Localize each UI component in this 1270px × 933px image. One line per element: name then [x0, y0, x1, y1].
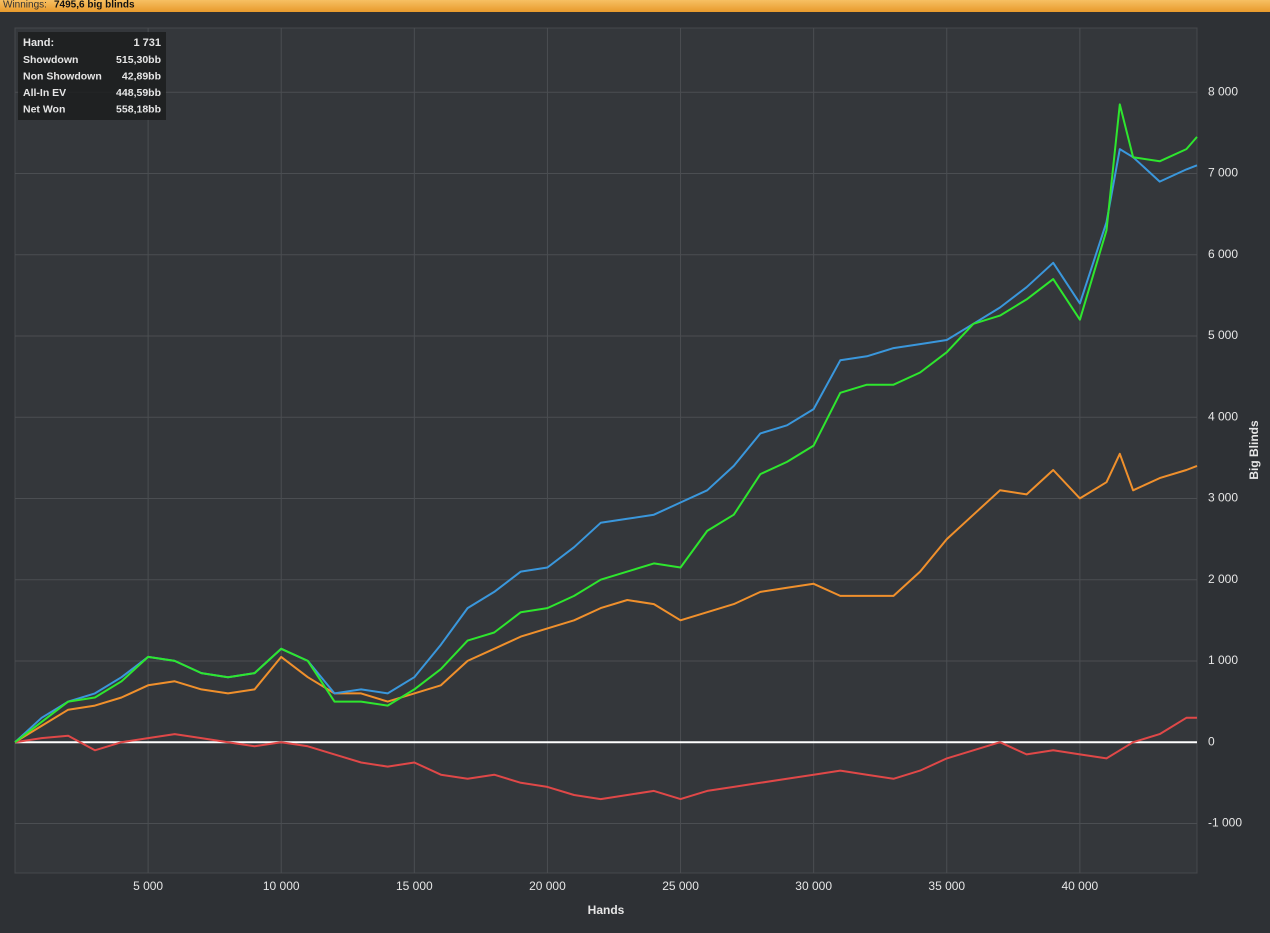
x-tick-label: 30 000 — [795, 879, 832, 893]
grid — [15, 28, 1197, 873]
x-axis-label: Hands — [588, 903, 625, 917]
tooltip-box — [18, 32, 166, 120]
tooltip-row-value: 515,30bb — [116, 54, 161, 66]
y-tick-label: 4 000 — [1208, 409, 1238, 423]
lines — [14, 103, 1198, 801]
series-line — [14, 716, 1197, 801]
x-tick-label: 40 000 — [1062, 879, 1099, 893]
x-tick-label: 20 000 — [529, 879, 566, 893]
y-tick-label: -1 000 — [1208, 816, 1242, 830]
tooltip-row-label: Non Showdown — [23, 70, 102, 82]
x-tick-label: 10 000 — [263, 879, 300, 893]
y-tick-label: 0 — [1208, 734, 1215, 748]
tooltip-row-value: 42,89bb — [122, 70, 161, 82]
y-tick-label: 1 000 — [1208, 653, 1238, 667]
header-bar — [0, 0, 1270, 12]
y-tick-label: 3 000 — [1208, 491, 1238, 505]
y-tick-label: 2 000 — [1208, 572, 1238, 586]
y-axis-label: Big Blinds — [1247, 420, 1261, 480]
tooltip-row-label: Showdown — [23, 54, 78, 66]
header-label: Winnings: — [3, 0, 47, 11]
series-line — [14, 452, 1198, 744]
x-tick-label: 15 000 — [396, 879, 433, 893]
tooltip-row-value: 558,18bb — [116, 103, 161, 115]
tooltip: Hand: 1 731 Showdown 515,30bb Non Showdown 42… — [18, 32, 166, 120]
x-tick-label: 25 000 — [662, 879, 699, 893]
plot-area — [14, 27, 1198, 874]
y-tick-label: 8 000 — [1208, 84, 1238, 98]
series-line — [14, 103, 1198, 743]
labels: -1 000 0 1 000 2 000 3 000 4 000 5 000 6 000 7 0… — [133, 84, 1242, 893]
y-tick-label: 7 000 — [1208, 166, 1238, 180]
tooltip-value: 1 731 — [133, 37, 161, 49]
tooltip-row-label: All-In EV — [23, 87, 66, 99]
x-tick-label: 35 000 — [928, 879, 965, 893]
tooltip-row-value: 448,59bb — [116, 87, 161, 99]
y-tick-label: 6 000 — [1208, 247, 1238, 261]
tooltip-row-label: Net Won — [23, 103, 65, 115]
y-tick-label: 5 000 — [1208, 328, 1238, 342]
tooltip-label: Hand: — [23, 37, 54, 49]
header-value: 7495,6 big blinds — [54, 0, 135, 11]
x-tick-label: 5 000 — [133, 879, 163, 893]
